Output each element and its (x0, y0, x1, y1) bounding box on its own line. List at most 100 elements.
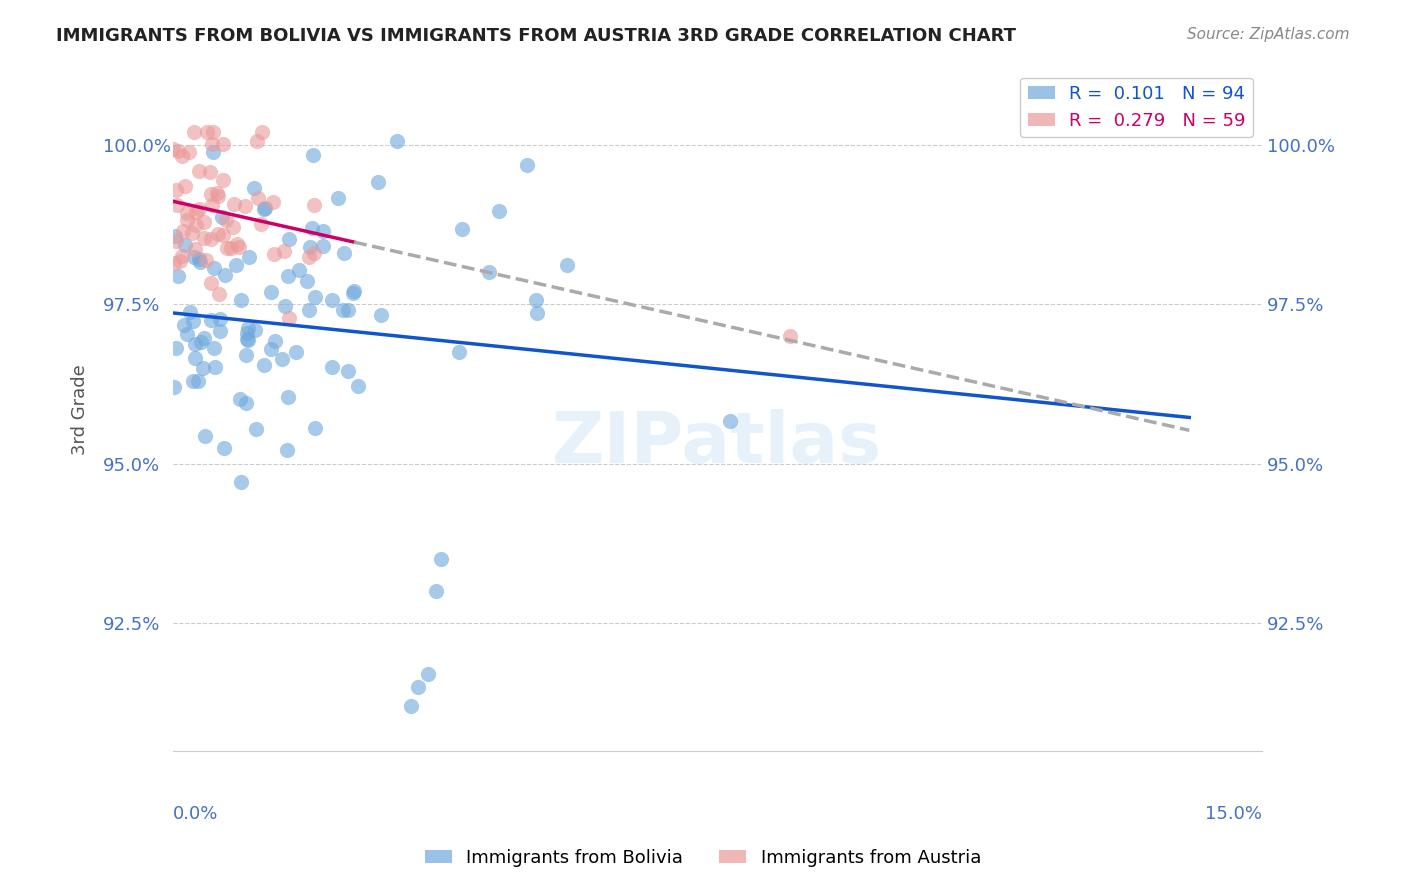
Point (321, 293, 343, 307)
Point (332, 303, 354, 318)
Point (302, 198, 325, 212)
Point (163, 256, 186, 270)
Point (478, 265, 501, 279)
Point (169, 254, 191, 268)
Point (181, 314, 204, 328)
Point (233, 199, 256, 213)
Point (190, 334, 212, 349)
Point (401, 698, 423, 713)
Point (165, 228, 187, 243)
Point (215, 242, 238, 256)
Point (176, 206, 198, 220)
Point (215, 213, 238, 227)
Point (406, 680, 429, 694)
Point (194, 429, 217, 443)
Point (195, 125, 218, 139)
Point (172, 249, 194, 263)
Point (212, 441, 235, 455)
Point (276, 442, 298, 457)
Point (246, 134, 269, 148)
Point (430, 552, 453, 566)
Text: 0.0%: 0.0% (173, 805, 218, 823)
Point (250, 217, 273, 231)
Point (202, 260, 225, 275)
Point (301, 221, 323, 235)
Point (188, 252, 211, 266)
Point (450, 222, 472, 236)
Point (179, 145, 201, 160)
Point (188, 164, 211, 178)
Point (304, 421, 326, 435)
Point (200, 232, 222, 246)
Point (214, 268, 236, 282)
Point (311, 224, 333, 238)
Point (449, 345, 471, 359)
Point (516, 158, 538, 172)
Point (181, 375, 204, 389)
Point (162, 142, 184, 156)
Point (202, 342, 225, 356)
Point (165, 234, 187, 248)
Point (198, 165, 221, 179)
Point (299, 240, 322, 254)
Point (209, 311, 232, 326)
Point (236, 326, 259, 340)
Point (321, 360, 343, 375)
Point (253, 202, 276, 216)
Point (260, 285, 283, 299)
Point (278, 310, 301, 325)
Point (370, 309, 392, 323)
Point (166, 198, 188, 212)
Point (212, 137, 235, 152)
Point (264, 334, 287, 348)
Point (328, 191, 350, 205)
Point (425, 584, 447, 599)
Point (277, 268, 299, 283)
Point (262, 195, 284, 210)
Point (183, 351, 205, 365)
Point (273, 244, 295, 258)
Point (167, 268, 190, 283)
Point (235, 396, 257, 410)
Point (260, 343, 283, 357)
Point (167, 144, 190, 158)
Point (208, 287, 231, 301)
Point (342, 286, 364, 301)
Point (243, 181, 266, 195)
Point (186, 374, 208, 388)
Point (207, 186, 229, 200)
Point (524, 293, 547, 308)
Point (181, 226, 204, 240)
Point (245, 422, 267, 436)
Text: 15.0%: 15.0% (1205, 805, 1263, 823)
Point (333, 245, 356, 260)
Point (208, 324, 231, 338)
Point (201, 137, 224, 152)
Point (184, 242, 207, 256)
Point (385, 134, 408, 148)
Point (173, 318, 195, 333)
Point (165, 341, 187, 355)
Point (347, 378, 370, 392)
Point (200, 276, 222, 290)
Point (173, 238, 195, 252)
Point (188, 202, 211, 216)
Point (226, 236, 249, 251)
Point (250, 125, 273, 139)
Point (202, 145, 225, 159)
Legend: Immigrants from Bolivia, Immigrants from Austria: Immigrants from Bolivia, Immigrants from… (418, 842, 988, 874)
Point (200, 313, 222, 327)
Point (336, 364, 359, 378)
Point (342, 284, 364, 298)
Point (194, 252, 217, 267)
Point (301, 148, 323, 162)
Text: Source: ZipAtlas.com: Source: ZipAtlas.com (1187, 27, 1350, 42)
Point (163, 380, 186, 394)
Point (202, 125, 225, 139)
Point (253, 358, 276, 372)
Point (243, 323, 266, 337)
Point (219, 241, 242, 255)
Point (190, 254, 212, 268)
Point (184, 205, 207, 219)
Point (247, 191, 270, 205)
